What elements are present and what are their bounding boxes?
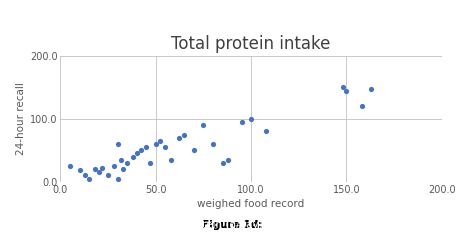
Point [146,161,154,165]
Point [152,142,159,146]
Point [358,104,365,108]
Point [81,174,89,177]
Point [343,89,350,92]
Point [142,145,150,149]
Point [175,136,182,140]
Point [66,164,73,168]
Text: Figure 1d:: Figure 1d: [202,220,263,230]
Point [339,86,346,89]
Point [104,174,112,177]
Point [263,130,270,133]
Point [238,120,246,124]
Point [167,158,175,162]
Point [114,142,121,146]
Text: Figure 1d: Total protein (g/day) intake (R²=0.758).: Figure 1d: Total protein (g/day) intake … [102,220,363,230]
Point [129,155,137,158]
Point [86,177,93,180]
Text: Figure 1d: Total protein (g/day) intake (R²=0.758).: Figure 1d: Total protein (g/day) intake … [102,220,363,230]
Point [133,151,140,155]
Text: Figure 1d:: Figure 1d: [202,220,263,230]
Point [219,161,226,165]
Point [156,139,163,143]
Point [91,167,99,171]
Point [367,87,375,90]
Title: Total protein intake: Total protein intake [172,35,331,53]
Point [118,158,125,162]
Point [162,145,169,149]
Point [180,133,188,137]
Point [99,166,106,170]
Point [120,167,127,171]
Point [200,123,207,127]
Point [247,117,255,121]
Point [123,161,131,165]
Point [190,148,198,152]
Point [110,164,118,168]
Point [137,148,144,152]
Point [114,177,121,180]
Point [225,158,232,162]
X-axis label: weighed food record: weighed food record [198,199,305,209]
Y-axis label: 24-hour recall: 24-hour recall [16,82,26,155]
Point [95,171,102,174]
Point [76,168,83,172]
Point [209,142,217,146]
